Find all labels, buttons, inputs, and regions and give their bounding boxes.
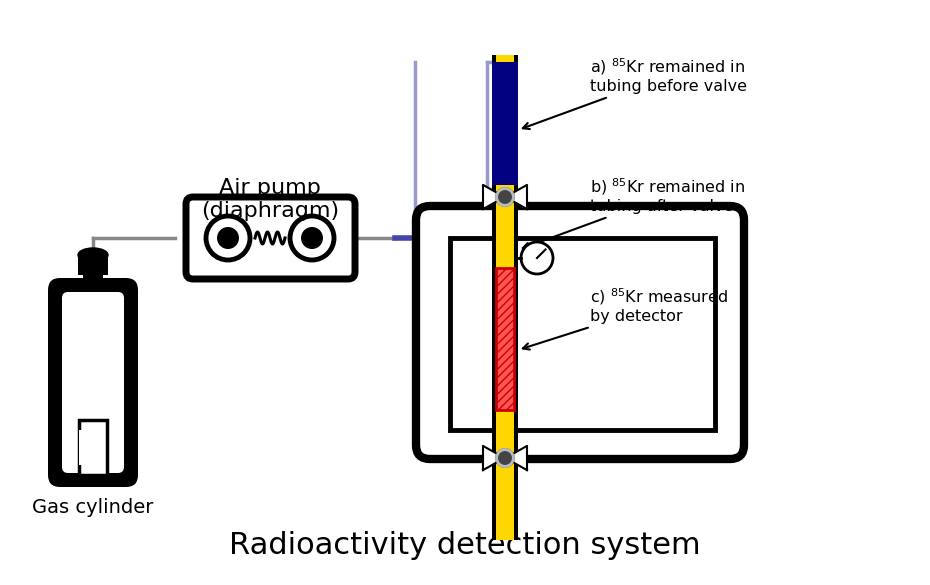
Text: Air pump
(diaphragm): Air pump (diaphragm) [201, 178, 339, 221]
Polygon shape [483, 446, 505, 470]
Text: Gas cylinder: Gas cylinder [33, 498, 153, 517]
Circle shape [497, 188, 513, 205]
Circle shape [217, 227, 239, 249]
Bar [496, 268, 514, 410]
Text: Radioactivity detection system: Radioactivity detection system [229, 531, 701, 560]
Bar [496, 215, 514, 450]
Bar [83, 270, 103, 295]
Bar [492, 62, 518, 185]
FancyBboxPatch shape [62, 292, 124, 473]
Bar [450, 238, 715, 430]
Circle shape [521, 242, 553, 274]
FancyBboxPatch shape [186, 197, 355, 279]
Polygon shape [505, 185, 527, 209]
Text: b) $^{85}$Kr remained in
tubing after valve: b) $^{85}$Kr remained in tubing after va… [523, 176, 745, 249]
Polygon shape [505, 446, 527, 470]
Bar [496, 55, 514, 540]
FancyBboxPatch shape [48, 278, 138, 487]
Text: c) $^{85}$Kr measured
by detector: c) $^{85}$Kr measured by detector [523, 286, 728, 350]
Circle shape [497, 450, 513, 466]
Bar [492, 215, 518, 450]
FancyBboxPatch shape [416, 206, 744, 459]
Circle shape [290, 216, 334, 260]
Bar [79, 430, 97, 465]
Circle shape [497, 450, 513, 466]
Ellipse shape [78, 248, 108, 262]
Bar [78, 255, 108, 275]
Circle shape [301, 227, 323, 249]
Text: a) $^{85}$Kr remained in
tubing before valve: a) $^{85}$Kr remained in tubing before v… [523, 56, 747, 129]
Circle shape [206, 216, 250, 260]
Polygon shape [483, 185, 505, 209]
Bar [492, 55, 518, 540]
Bar [79, 420, 107, 475]
Circle shape [497, 188, 513, 205]
